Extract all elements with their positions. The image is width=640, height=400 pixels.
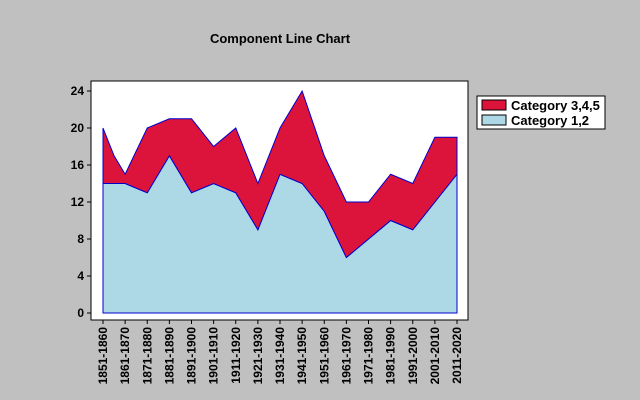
x-tick-label: 1991-2000	[406, 327, 420, 385]
legend-swatch	[481, 114, 507, 126]
x-tick-label: 1971-1980	[362, 327, 376, 385]
x-tick-label: 1931-1940	[273, 327, 287, 385]
y-tick-label: 24	[71, 84, 85, 98]
y-tick-label: 16	[71, 158, 85, 172]
x-tick-label: 1891-1900	[185, 327, 199, 385]
legend-swatch	[481, 99, 507, 111]
y-tick-label: 8	[77, 232, 84, 246]
x-tick-label: 1901-1910	[207, 327, 221, 385]
x-tick-label: 2001-2010	[428, 327, 442, 385]
x-tick-label: 1941-1950	[295, 327, 309, 385]
chart-title: Component Line Chart	[210, 31, 351, 46]
x-tick-label: 1881-1890	[162, 327, 176, 385]
y-tick-label: 20	[71, 121, 85, 135]
area-series-2	[102, 89, 458, 259]
y-tick-label: 12	[71, 195, 85, 209]
legend-label: Category 1,2	[511, 113, 589, 128]
x-tick-label: 2011-2020	[450, 327, 464, 384]
x-tick-label: 1921-1930	[251, 327, 265, 385]
legend-label: Category 3,4,5	[511, 98, 600, 113]
x-tick-label: 1961-1970	[339, 327, 353, 385]
x-tick-label: 1851-1860	[96, 327, 110, 385]
x-tick-label: 1981-1990	[384, 327, 398, 385]
x-tick-label: 1871-1880	[140, 327, 154, 385]
x-tick-label: 1951-1960	[317, 327, 331, 385]
y-tick-label: 4	[77, 269, 84, 283]
x-tick-label: 1911-1920	[229, 327, 243, 384]
y-tick-label: 0	[77, 306, 84, 320]
x-tick-label: 1861-1870	[118, 327, 132, 385]
